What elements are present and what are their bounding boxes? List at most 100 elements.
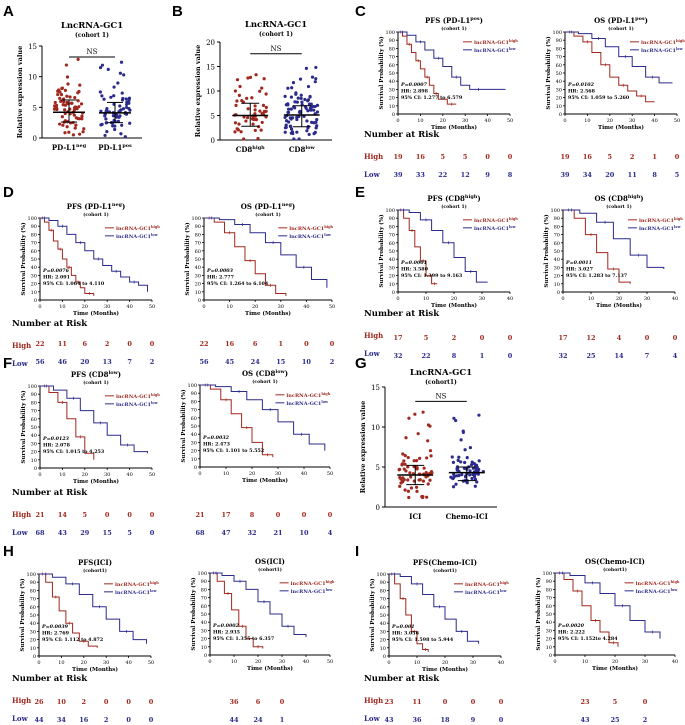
data-point [119, 132, 123, 136]
stat-line: P=0.0003 [206, 268, 234, 274]
data-point [259, 128, 263, 132]
x-tick-label: 10 [231, 659, 237, 665]
risk-low-label: Low [12, 359, 29, 368]
y-tick-label: 30 [556, 87, 562, 93]
risk-high-value: 6 [253, 340, 258, 348]
risk-high-value: 0 [508, 153, 513, 161]
x-tick-label: 50 [327, 471, 333, 477]
data-point [421, 479, 426, 483]
stat-line: HR: 2.473 [203, 442, 231, 448]
x-category-label: ICI [409, 512, 421, 521]
legend-label-low: lncRNA-GC1low [291, 588, 334, 595]
y-tick-label: 40 [31, 265, 37, 271]
data-point [314, 77, 318, 81]
risk-high-value: 0 [105, 511, 110, 519]
risk-high-value: 21 [195, 511, 204, 519]
data-point [54, 103, 59, 108]
risk-high-label: High [364, 152, 383, 161]
data-point [459, 438, 463, 442]
data-point [58, 96, 62, 100]
data-point [470, 476, 474, 481]
risk-low-value: 8 [508, 171, 513, 179]
risk-low-value: 0 [508, 352, 513, 360]
risk-high-label: High [364, 331, 383, 340]
y-tick-label: 100 [376, 572, 386, 578]
risk-high-value: 0 [150, 340, 155, 348]
risk-high-value: 0 [127, 511, 132, 519]
stat-line: P=0.0002 [212, 623, 240, 629]
km-plot-i-11: OS(Chemo-ICI)(cohort1) 0 10 20 30 40 50 60 70 80 9… [535, 557, 680, 672]
km-curve-high [210, 572, 264, 649]
risk-high-label: High [12, 696, 31, 705]
risk-low-value: 8 [652, 171, 657, 179]
y-tick-label: 20 [31, 450, 37, 456]
x-tick-label: 20 [451, 296, 457, 302]
data-point [421, 410, 425, 414]
data-point [283, 130, 287, 134]
risk-low-value: 16 [79, 716, 89, 724]
data-point [304, 66, 308, 70]
x-tick-label: 10 [58, 660, 64, 666]
risk-high-value: 0 [126, 698, 131, 706]
y-tick-label: 100 [550, 208, 560, 214]
risk-high-value: 0 [673, 334, 678, 342]
risk-table-f1: 21 68 14 43 5 29 0 15 0 5 0 0 [35, 511, 154, 537]
stat-line: P=0.0039 [41, 624, 69, 630]
y-tick-label: 80 [30, 588, 36, 594]
risk-low-value: 44 [34, 716, 44, 724]
risk-high-value: 0 [471, 698, 476, 706]
data-point [127, 98, 131, 103]
data-point [398, 484, 402, 488]
stat-line: P=0.0102 [567, 82, 595, 88]
risk-table-d2: 22 56 16 45 6 24 1 15 0 10 0 2 [199, 340, 334, 366]
risk-low-value: 43 [580, 716, 590, 724]
x-tick-label: 50 [329, 304, 335, 310]
y-tick-label: 90 [31, 224, 37, 230]
data-point [303, 97, 307, 102]
x-tick-label: 30 [278, 304, 284, 310]
km-curve-low [40, 217, 149, 292]
panel-label-i: I [355, 543, 359, 560]
risk-high-value: 17 [221, 511, 230, 519]
y-tick-label: 15 [28, 43, 37, 51]
data-point [426, 439, 430, 443]
y-tick-label: 20 [206, 39, 215, 47]
risk-low-value: 2 [330, 358, 335, 366]
y-tick-label: 10 [30, 646, 36, 652]
data-point [402, 467, 406, 471]
y-tick-label: 50 [191, 424, 197, 430]
x-axis-label: Time (Months) [245, 310, 291, 317]
legend-label-low: lncRNA-GC1low [286, 400, 329, 407]
risk-low-value: 9 [485, 171, 490, 179]
data-point [426, 482, 430, 486]
km-curve-low [389, 573, 480, 644]
data-point [456, 458, 460, 462]
data-point [52, 107, 57, 111]
risk-high-value: 16 [225, 340, 235, 348]
y-tick-label: 60 [31, 417, 37, 423]
y-tick-label: 70 [380, 597, 386, 603]
data-point [305, 129, 309, 133]
dot-plot-title: LncRNA-GC1 [61, 21, 123, 31]
data-point [262, 77, 266, 81]
data-point [100, 122, 104, 126]
legend-label-high: lncRNA-GC1high [116, 225, 160, 232]
y-tick-label: 50 [31, 425, 37, 431]
x-tick-label: 40 [507, 296, 513, 302]
y-tick-label: 0 [33, 654, 36, 660]
data-point [78, 83, 82, 87]
data-point [76, 91, 80, 95]
stat-line: 95% CI: 1.101 to 5.552 [203, 448, 264, 454]
x-tick-label: 40 [303, 659, 309, 665]
x-tick-label: 20 [607, 118, 613, 124]
y-tick-label: 60 [389, 63, 395, 69]
legend-label-high: lncRNA-GC1high [474, 217, 518, 224]
x-axis-label: Time (Months) [422, 666, 468, 673]
x-tick-label: 30 [479, 296, 485, 302]
km-plot-c-0: PFS (PD-L1pos)(cohort 1) 0 10 20 30 40 50 60 70 8… [378, 16, 518, 131]
risk-high-value: 5 [463, 153, 468, 161]
y-tick-label: 0 [557, 290, 560, 296]
y-tick-label: 90 [380, 580, 386, 586]
x-tick-label: 0 [396, 118, 399, 124]
data-point [112, 94, 116, 98]
